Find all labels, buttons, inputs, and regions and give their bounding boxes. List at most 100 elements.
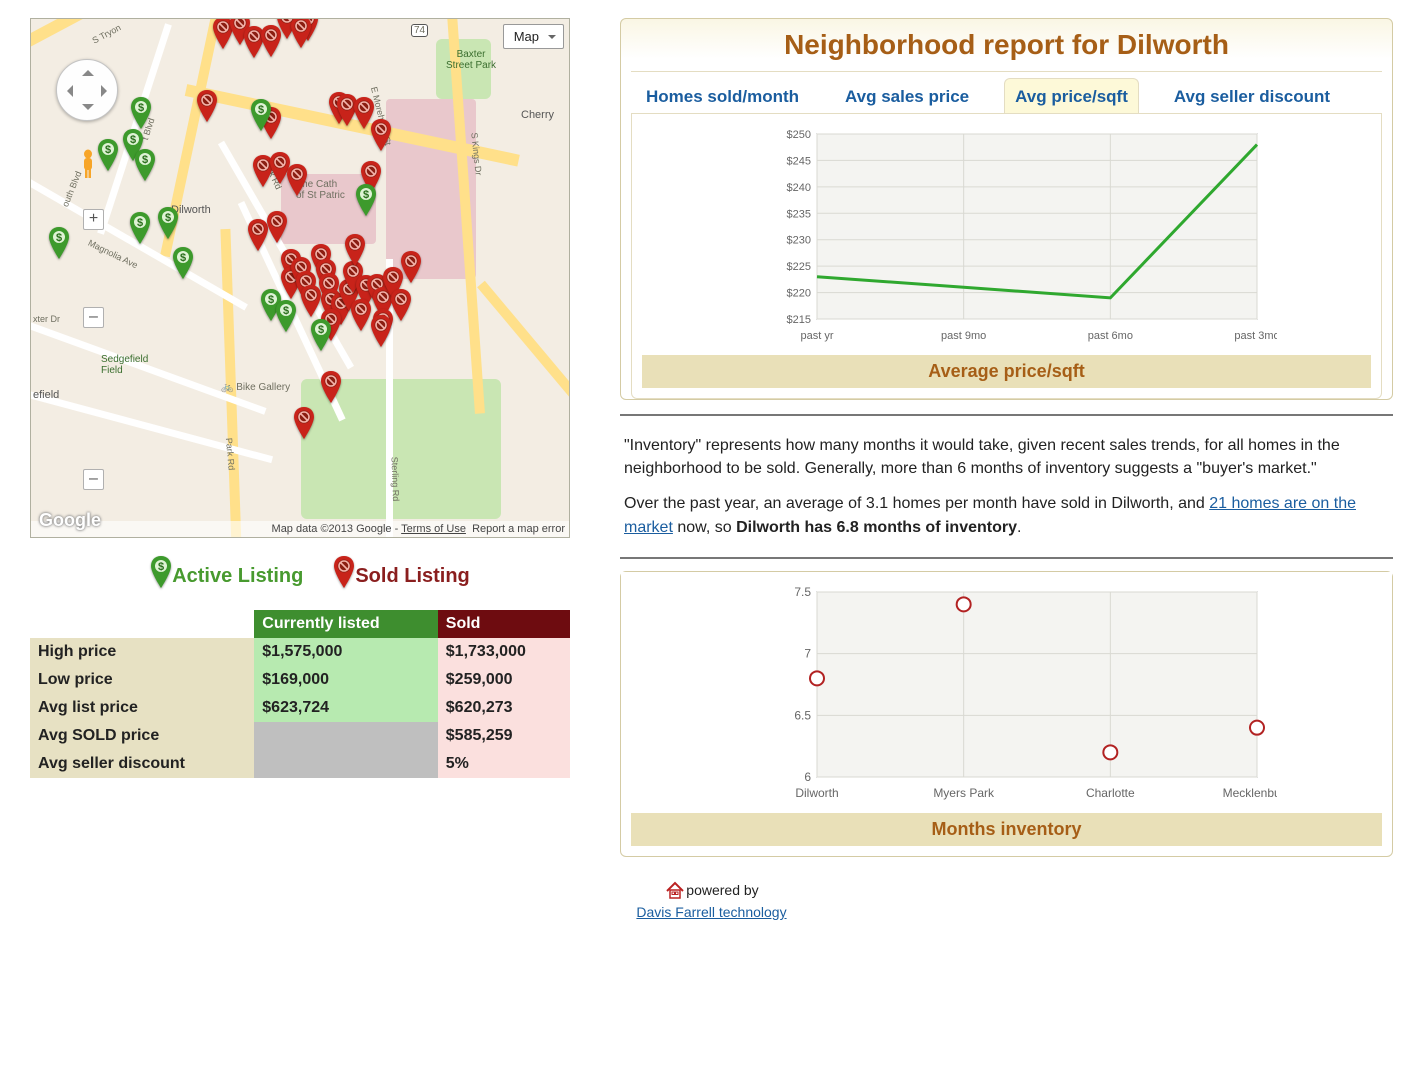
cell-sold: $259,000 [438, 666, 570, 694]
svg-text:past 3mo: past 3mo [1234, 330, 1277, 342]
svg-text:$: $ [283, 305, 289, 317]
svg-text:$: $ [158, 561, 164, 573]
row-label: Avg list price [30, 694, 254, 722]
sold-pin[interactable] [196, 90, 218, 122]
svg-text:$: $ [363, 189, 369, 201]
svg-text:past 6mo: past 6mo [1087, 330, 1132, 342]
active-pin[interactable]: $ [134, 149, 156, 181]
footer-link[interactable]: Davis Farrell technology [636, 904, 786, 920]
map-container[interactable]: S Tryon E Morehead St S Kings Dr Queens … [30, 18, 570, 538]
cell-sold: 5% [438, 750, 570, 778]
svg-text:$: $ [165, 212, 171, 224]
cell-listed [254, 722, 438, 750]
active-pin[interactable]: $ [97, 139, 119, 171]
svg-text:Myers Park: Myers Park [933, 786, 995, 800]
pegman-icon[interactable] [79, 149, 97, 179]
active-pin[interactable]: $ [250, 99, 272, 131]
row-label: Avg SOLD price [30, 722, 254, 750]
sold-pin[interactable] [286, 164, 308, 196]
svg-text:$230: $230 [786, 235, 810, 247]
map-pan-control[interactable] [56, 59, 118, 121]
sold-pin[interactable] [400, 251, 422, 283]
svg-text:$235: $235 [786, 208, 810, 220]
sold-pin[interactable] [390, 289, 412, 321]
map-attribution: Map data ©2013 Google - Terms of Use Rep… [31, 521, 569, 537]
svg-text:$: $ [180, 252, 186, 264]
price-table: Currently listed Sold High price$1,575,0… [30, 610, 570, 778]
cell-listed: $623,724 [254, 694, 438, 722]
footer: powered by Davis Farrell technology [0, 871, 1423, 926]
chart-strip-1: Average price/sqft [642, 355, 1371, 388]
svg-text:Charlotte: Charlotte [1085, 786, 1134, 800]
map-type-selector[interactable]: Map [503, 24, 564, 49]
active-pin[interactable]: $ [129, 212, 151, 244]
legend-sold-label: Sold Listing [355, 565, 469, 588]
th-sold: Sold [438, 610, 570, 638]
sold-pin[interactable] [300, 285, 322, 317]
map-report-link[interactable]: Report a map error [472, 523, 565, 535]
svg-text:past 9mo: past 9mo [941, 330, 986, 342]
active-pin[interactable]: $ [310, 319, 332, 351]
tab-homes-sold-month[interactable]: Homes sold/month [635, 78, 810, 113]
svg-text:$: $ [56, 232, 62, 244]
tab-avg-sales-price[interactable]: Avg sales price [834, 78, 980, 113]
cell-sold: $620,273 [438, 694, 570, 722]
google-logo: Google [39, 510, 101, 531]
map-terms-link[interactable]: Terms of Use [401, 523, 466, 535]
house-icon [664, 879, 686, 904]
sold-pin[interactable] [350, 299, 372, 331]
svg-text:6.5: 6.5 [794, 708, 811, 722]
row-label: Avg seller discount [30, 750, 254, 778]
tab-avg-seller-discount[interactable]: Avg seller discount [1163, 78, 1341, 113]
zoom-in-button[interactable]: + [83, 209, 104, 230]
zoom-out-button[interactable]: – [83, 307, 104, 328]
cell-sold: $1,733,000 [438, 638, 570, 666]
active-pin[interactable]: $ [355, 184, 377, 216]
inventory-chart: 66.577.5DilworthMyers ParkCharlotteMeckl… [737, 582, 1277, 807]
sold-pin-icon [333, 556, 355, 588]
active-pin[interactable]: $ [48, 227, 70, 259]
page-title: Neighborhood report for Dilworth [621, 19, 1392, 71]
th-listed: Currently listed [254, 610, 438, 638]
table-row: Avg seller discount 5% [30, 750, 570, 778]
svg-text:$220: $220 [786, 288, 810, 300]
active-pin[interactable]: $ [275, 300, 297, 332]
chart-strip-2: Months inventory [631, 813, 1382, 846]
table-row: Avg SOLD price $585,259 [30, 722, 570, 750]
inventory-panel: 66.577.5DilworthMyers ParkCharlotteMeckl… [620, 571, 1393, 857]
svg-text:Dilworth: Dilworth [795, 786, 838, 800]
price-chart-box: $215$220$225$230$235$240$245$250past yrp… [631, 113, 1382, 399]
svg-text:$: $ [318, 324, 324, 336]
legend-active-label: Active Listing [172, 565, 303, 588]
active-pin[interactable]: $ [130, 97, 152, 129]
svg-text:past yr: past yr [800, 330, 833, 342]
cell-sold: $585,259 [438, 722, 570, 750]
svg-text:$: $ [137, 217, 143, 229]
table-row: High price$1,575,000$1,733,000 [30, 638, 570, 666]
sold-pin[interactable] [370, 315, 392, 347]
svg-text:$215: $215 [786, 314, 810, 326]
tab-avg-price-sqft[interactable]: Avg price/sqft [1004, 78, 1139, 113]
sold-pin[interactable] [266, 211, 288, 243]
active-pin[interactable]: $ [157, 207, 179, 239]
zoom-out-button-2[interactable]: – [83, 469, 104, 490]
sold-pin[interactable] [293, 407, 315, 439]
sold-pin[interactable] [290, 18, 312, 48]
sold-pin[interactable] [370, 119, 392, 151]
cell-listed: $1,575,000 [254, 638, 438, 666]
report-panel: Neighborhood report for Dilworth Homes s… [620, 18, 1393, 400]
cell-listed: $169,000 [254, 666, 438, 694]
chart-tabs: Homes sold/month Avg sales price Avg price… [621, 78, 1392, 113]
sold-pin[interactable] [320, 371, 342, 403]
svg-text:$: $ [105, 144, 111, 156]
sold-pin[interactable] [260, 25, 282, 57]
svg-text:$250: $250 [786, 129, 810, 141]
svg-text:$: $ [138, 102, 144, 114]
table-row: Low price$169,000$259,000 [30, 666, 570, 694]
map-copyright: Map data ©2013 Google [272, 523, 392, 535]
row-label: High price [30, 638, 254, 666]
active-pin[interactable]: $ [172, 247, 194, 279]
svg-text:6: 6 [804, 770, 811, 784]
svg-text:$225: $225 [786, 261, 810, 273]
sold-pin[interactable] [344, 234, 366, 266]
